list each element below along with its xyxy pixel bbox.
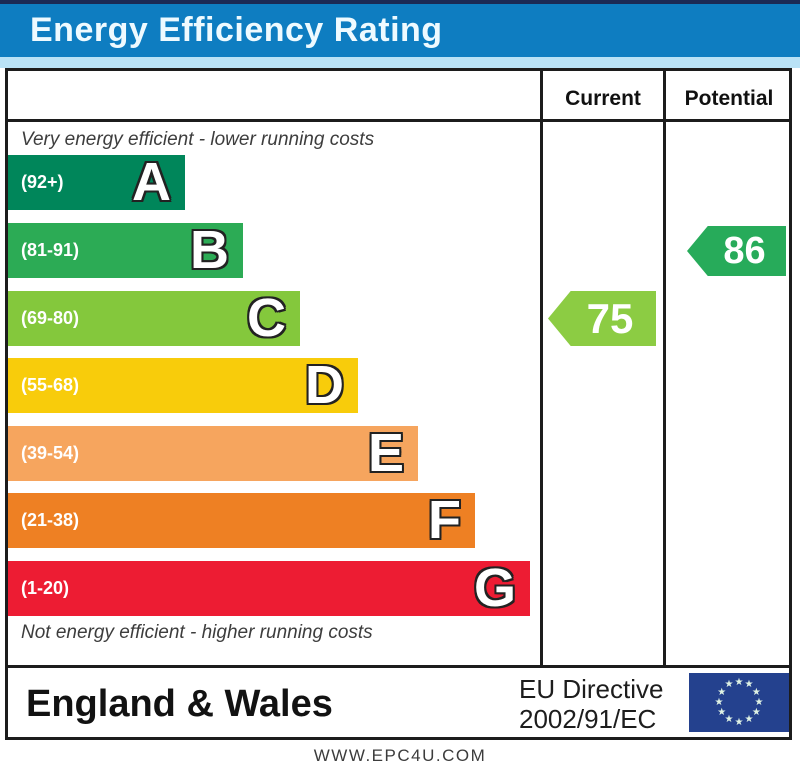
- rating-band-a: (92+) A: [8, 155, 185, 210]
- current-rating-marker: 75: [548, 291, 656, 346]
- footer-region-label: England & Wales: [26, 683, 333, 725]
- band-range-label: (69-80): [21, 308, 80, 328]
- eu-flag-star: ★: [714, 696, 724, 708]
- rating-band-g: (1-20) G: [8, 561, 530, 616]
- eu-flag-star: ★: [744, 713, 754, 725]
- band-range-label: (55-68): [21, 375, 80, 395]
- potential-rating-marker: 86: [687, 226, 786, 276]
- header-underline: [0, 57, 800, 68]
- band-letter: C: [247, 288, 286, 348]
- eu-flag-icon: ★ ★ ★ ★ ★ ★ ★ ★ ★ ★ ★ ★: [689, 673, 789, 732]
- eu-flag-star: ★: [734, 716, 744, 728]
- caption-very-efficient: Very energy efficient - lower running co…: [21, 129, 375, 150]
- rating-band-b: (81-91) B: [8, 223, 243, 278]
- eu-flag-star: ★: [724, 713, 734, 725]
- eu-directive-line2: 2002/91/EC: [519, 704, 657, 734]
- band-range-label: (39-54): [21, 443, 80, 463]
- eu-directive-text: EU Directive 2002/91/EC: [519, 674, 663, 734]
- page-title: Energy Efficiency Rating: [30, 11, 443, 49]
- band-letter: D: [305, 355, 344, 415]
- column-header-current: Current: [565, 87, 641, 110]
- column-header-potential: Potential: [684, 87, 774, 110]
- header-bar: Energy Efficiency Rating: [0, 4, 800, 57]
- band-range-label: (92+): [21, 172, 64, 192]
- potential-rating-value: 86: [723, 229, 766, 272]
- eu-flag-star: ★: [717, 706, 727, 718]
- band-range-label: (21-38): [21, 510, 80, 530]
- caption-not-efficient: Not energy efficient - higher running co…: [21, 622, 373, 643]
- band-range-label: (81-91): [21, 240, 80, 260]
- rating-band-c: (69-80) C: [8, 291, 300, 346]
- eu-flag-star: ★: [744, 679, 754, 691]
- band-letter: F: [428, 490, 461, 550]
- rating-band-d: (55-68) D: [8, 358, 358, 413]
- eu-flag-star: ★: [717, 686, 727, 698]
- divider-current-column: [540, 71, 543, 665]
- band-letter: B: [190, 220, 229, 280]
- band-letter: A: [132, 152, 171, 212]
- eu-flag-star: ★: [751, 706, 761, 718]
- eu-directive-line1: EU Directive: [519, 674, 664, 704]
- eu-flag-star: ★: [724, 679, 734, 691]
- current-rating-value: 75: [586, 294, 634, 342]
- header-top-accent: [0, 0, 800, 4]
- rating-band-f: (21-38) F: [8, 493, 475, 548]
- divider-header-row: [8, 119, 792, 122]
- rating-band-e: (39-54) E: [8, 426, 418, 481]
- divider-footer-row: [8, 665, 792, 668]
- divider-potential-column: [663, 71, 666, 665]
- band-letter: E: [367, 423, 404, 483]
- eu-flag-star: ★: [751, 686, 761, 698]
- eu-flag-star: ★: [754, 696, 764, 708]
- watermark-url: WWW.EPC4U.COM: [313, 746, 487, 765]
- band-letter: G: [473, 558, 516, 618]
- eu-flag-star: ★: [734, 676, 744, 688]
- band-range-label: (1-20): [21, 578, 70, 598]
